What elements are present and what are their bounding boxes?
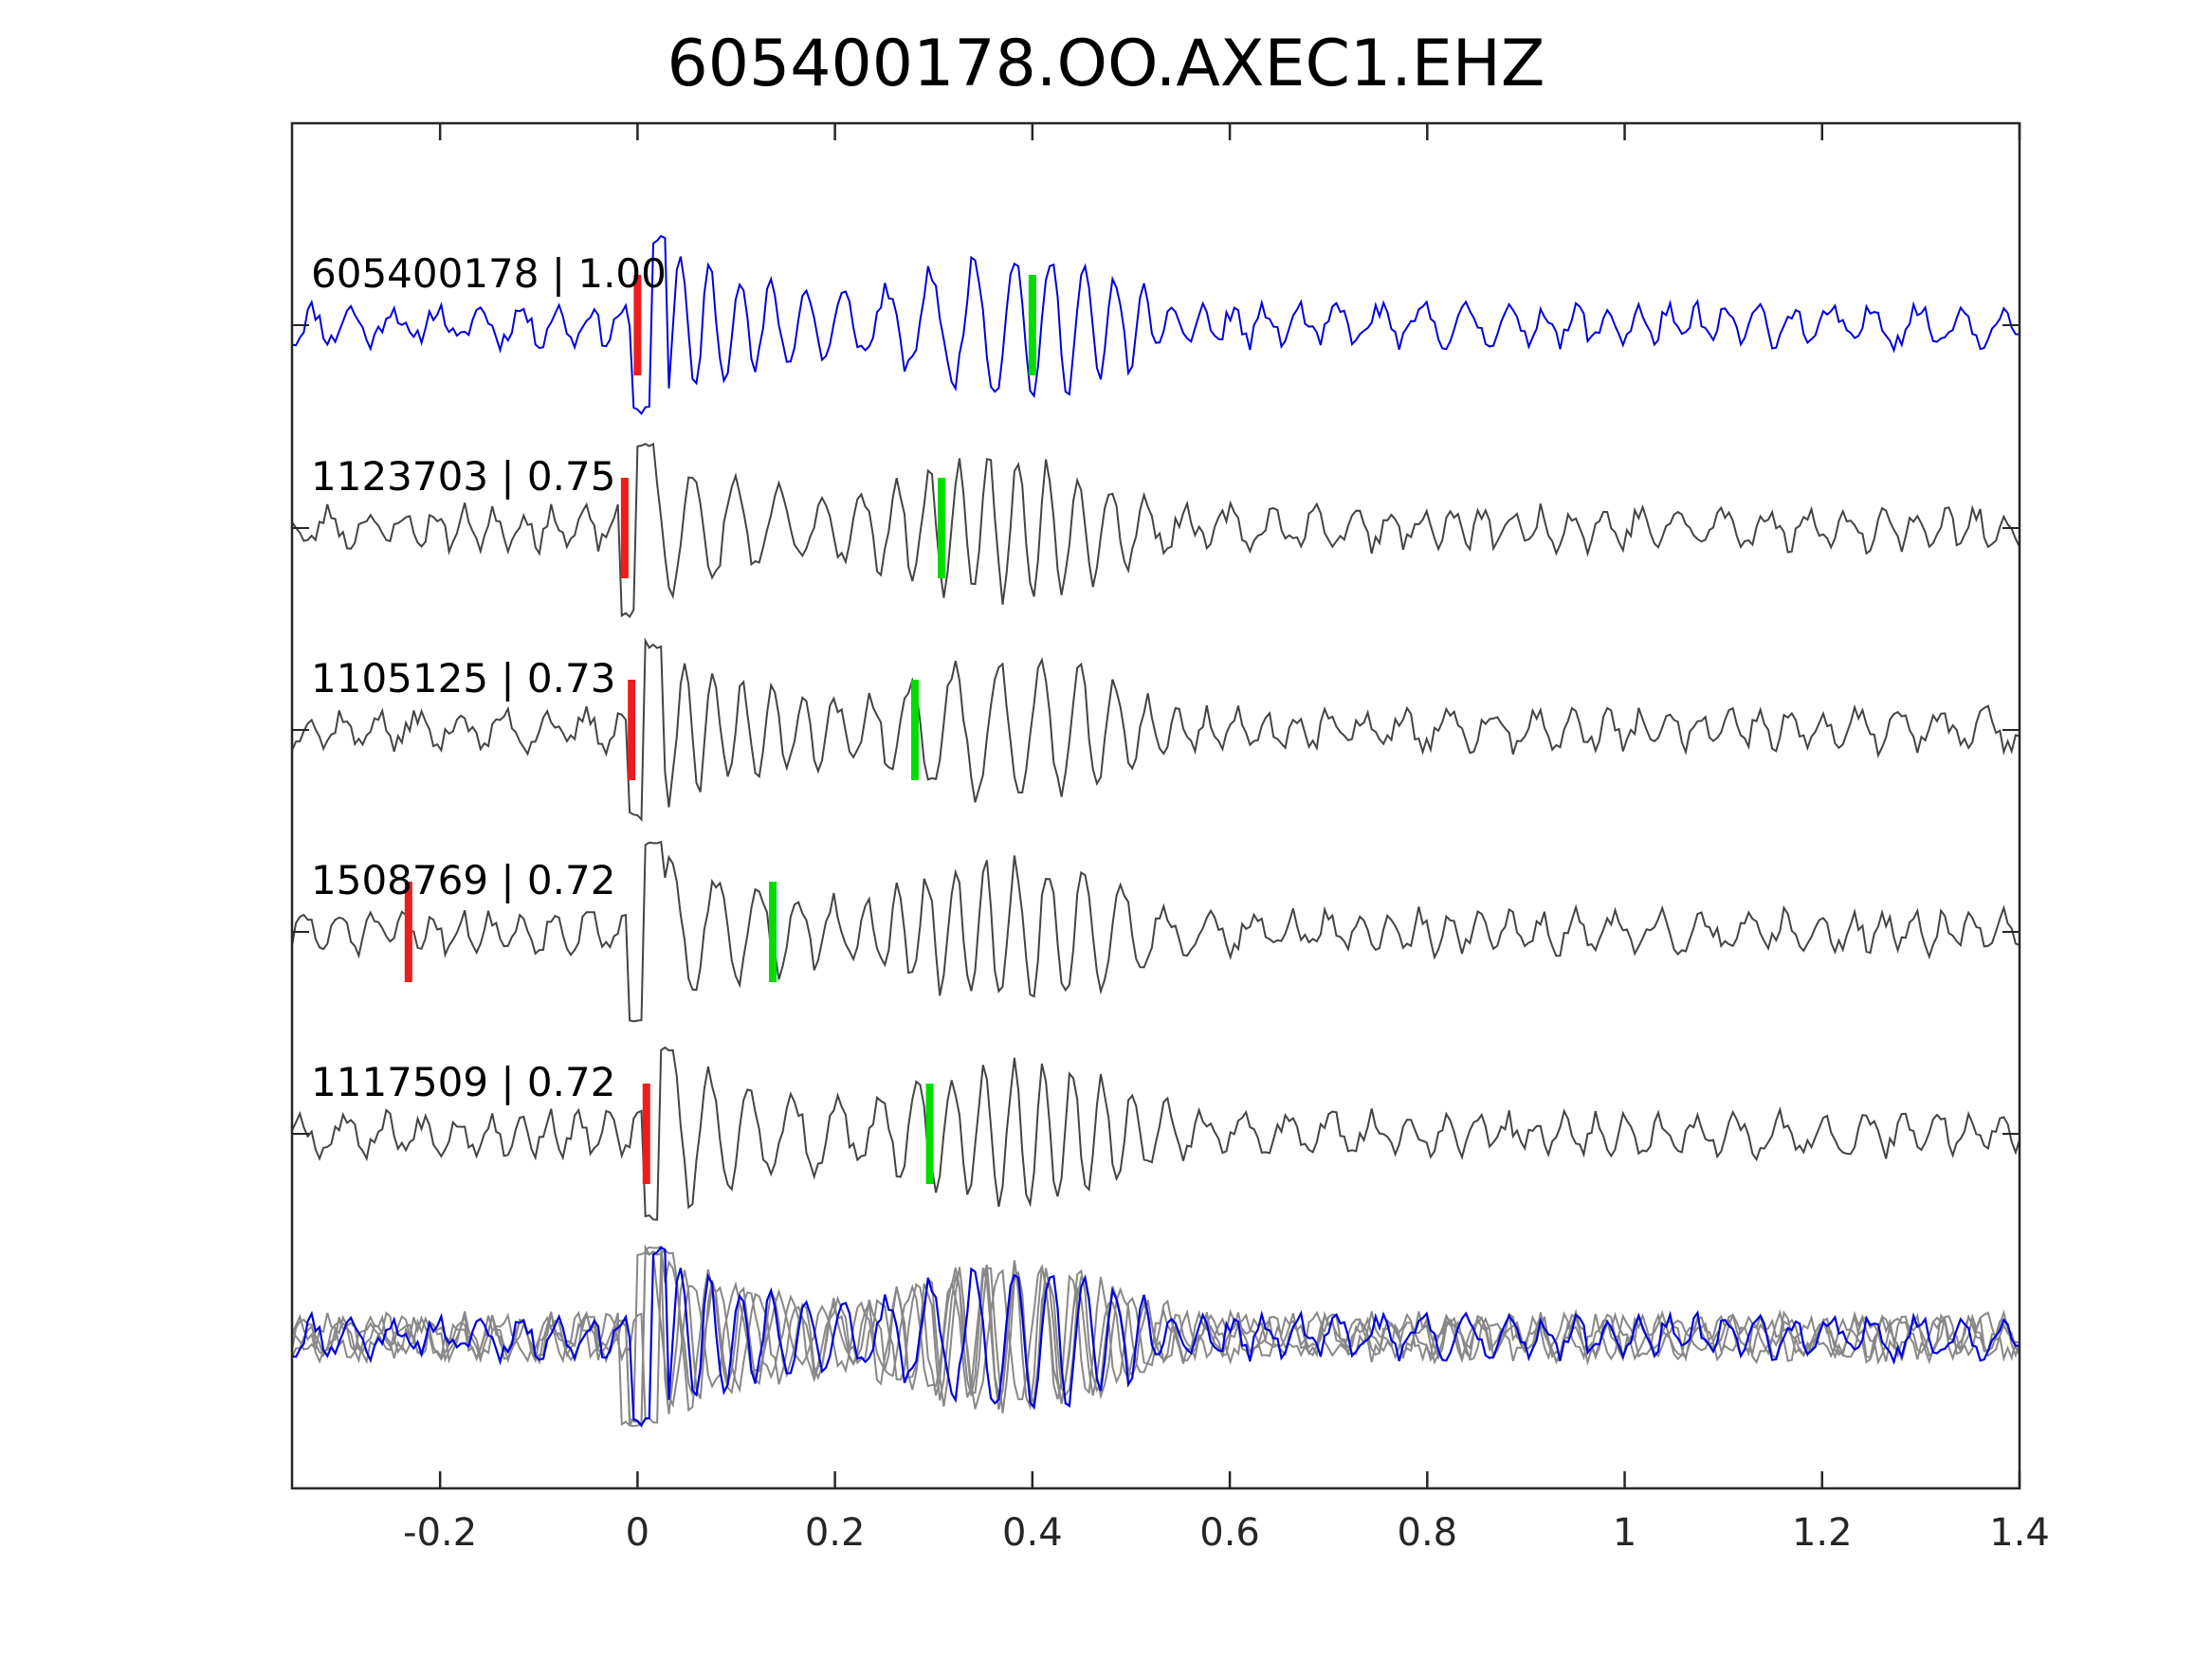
x-ticks: -0.2 0 0.2 0.4 0.6 0.8 1 1.2 1.4 [292,123,2050,1555]
trace-label-2: 1105125 | 0.73 [311,655,615,702]
trace-1 [291,442,2020,619]
x-tick-label-2: 0.2 [805,1511,866,1555]
x-tick-label-8: 1.4 [1989,1511,2050,1555]
chart-title: 605400178.OO.AXEC1.EHZ [667,27,1545,101]
trace-0 [291,234,2020,416]
overlay-trace-4 [291,1249,2020,1424]
trace-label-3: 1508769 | 0.72 [311,857,615,903]
trace-label-4: 1117509 | 0.72 [311,1059,615,1105]
trace-2 [291,637,2020,822]
trace-label-0: 605400178 | 1.00 [311,250,667,297]
axes-box [290,121,2021,1490]
trace-label-1: 1123703 | 0.75 [311,453,615,500]
label-layer: 605400178 | 1.00 1123703 | 0.75 1105125 | … [311,250,667,1105]
x-tick-label-7: 1.2 [1792,1511,1853,1555]
x-tick-label-6: 1 [1613,1511,1636,1555]
pick-layer [404,275,1036,1184]
trace-4 [291,1046,2020,1221]
trace-layer [291,234,2020,1221]
overlay-trace-3 [291,1245,2020,1428]
x-tick-label-3: 0.4 [1002,1511,1063,1555]
x-tick-label-0: -0.2 [403,1511,477,1555]
x-tick-label-1: 0 [626,1511,649,1555]
x-tick-label-4: 0.6 [1199,1511,1260,1555]
overlay-trace-template [291,1246,2020,1428]
overlay-layer [291,1244,2020,1429]
x-tick-label-5: 0.8 [1398,1511,1458,1555]
trace-3 [291,840,2020,1023]
